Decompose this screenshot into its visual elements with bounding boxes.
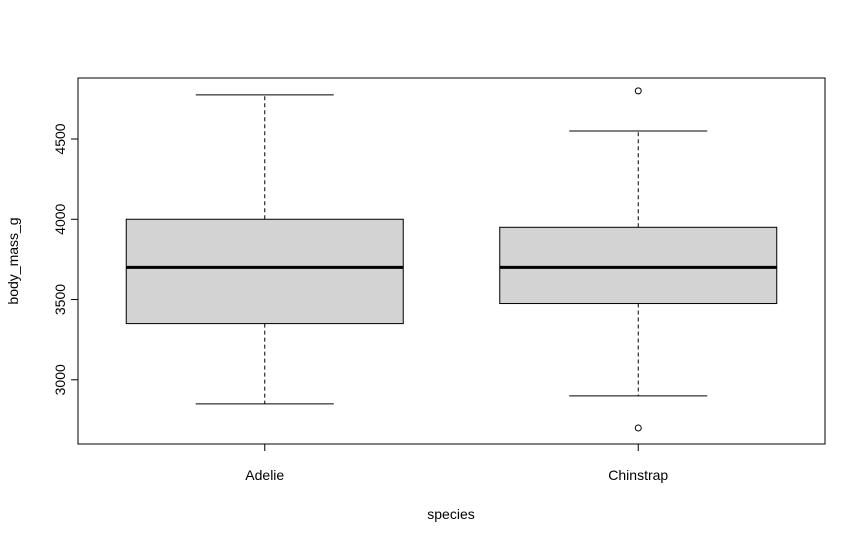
box-adelie: [125, 94, 404, 405]
y-axis-label: body_mass_g: [5, 217, 21, 304]
x-axis: Adelie Chinstrap: [245, 443, 668, 483]
y-axis: 3000 3500 4000 4500: [52, 123, 79, 395]
x-tick-label: Adelie: [245, 467, 284, 483]
outlier-point: [634, 424, 642, 432]
x-axis-label: species: [427, 506, 474, 522]
y-tick-label: 4000: [52, 203, 68, 234]
outlier-point: [634, 87, 642, 95]
y-tick-label: 3000: [52, 364, 68, 395]
y-tick-label: 3500: [52, 284, 68, 315]
y-tick-label: 4500: [52, 123, 68, 154]
iqr-box: [499, 226, 778, 305]
boxes-group: [125, 87, 778, 432]
iqr-box: [125, 218, 404, 325]
x-tick-label: Chinstrap: [608, 467, 668, 483]
box-chinstrap: [499, 87, 778, 432]
